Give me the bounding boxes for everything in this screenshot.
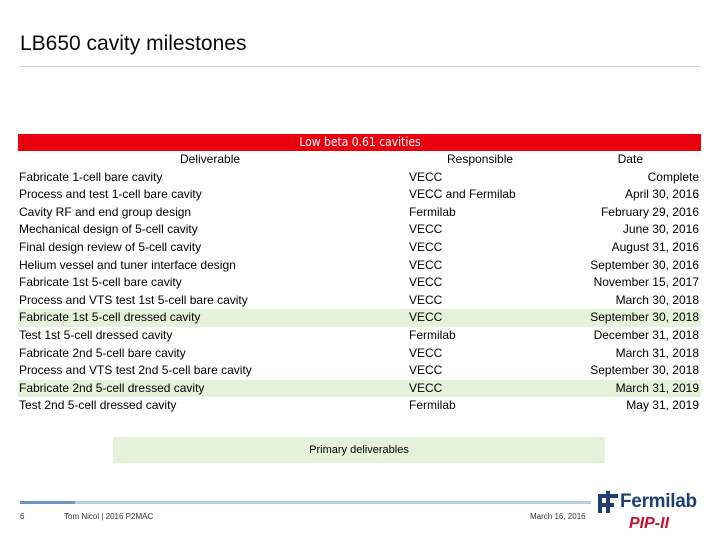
cell-deliverable: Cavity RF and end group design: [19, 204, 192, 219]
table-band: [18, 134, 701, 151]
header-date: Date: [617, 152, 643, 166]
cell-responsible: VECC: [409, 257, 443, 272]
cell-responsible: Fermilab: [409, 204, 456, 219]
cell-responsible: Fermilab: [409, 327, 456, 342]
cell-responsible: VECC: [409, 239, 443, 254]
cell-date: September 30, 2018: [590, 363, 699, 378]
cell-responsible: Fermilab: [409, 398, 456, 413]
cell-deliverable: Test 1st 5-cell dressed cavity: [19, 327, 173, 342]
page-number: 6: [20, 512, 25, 521]
cell-date: March 31, 2019: [615, 380, 699, 395]
table-row: Process and VTS test 2nd 5-cell bare cav…: [18, 362, 701, 380]
presenter-credit: Tom Nicol | 2016 P2MAC: [64, 512, 154, 521]
table-row: Mechanical design of 5-cell cavity VECC Ju…: [18, 221, 701, 239]
header-responsible: Responsible: [447, 152, 514, 166]
cell-responsible: VECC: [409, 292, 443, 307]
footer-divider: [20, 501, 591, 504]
cell-responsible: VECC: [409, 345, 443, 360]
cell-deliverable: Test 2nd 5-cell dressed cavity: [19, 398, 177, 413]
cell-responsible: VECC: [409, 380, 443, 395]
logo-wordmark: Fermilab: [620, 491, 697, 512]
cell-date: September 30, 2016: [590, 257, 699, 272]
cell-date: December 31, 2018: [593, 327, 699, 342]
milestone-table: Deliverable Responsible Date Fabricate 1…: [18, 151, 701, 415]
cell-date: November 15, 2017: [593, 275, 699, 290]
fermilab-logo-icon: [598, 491, 618, 513]
cell-deliverable: Fabricate 2nd 5-cell bare cavity: [19, 345, 186, 360]
cell-deliverable: Process and VTS test 2nd 5-cell bare cav…: [19, 363, 252, 378]
footer-accent-bar: [20, 501, 75, 504]
table-row: Fabricate 1st 5-cell dressed cavity VECC S…: [18, 309, 701, 327]
program-mark: PIP-II: [629, 515, 670, 532]
cell-deliverable: Final design review of 5-cell cavity: [19, 239, 202, 254]
cell-date: June 30, 2016: [622, 222, 699, 237]
cell-deliverable: Fabricate 1-cell bare cavity: [19, 169, 163, 184]
fermilab-logo: Fermilab: [598, 490, 708, 514]
cell-deliverable: Fabricate 1st 5-cell bare cavity: [19, 275, 182, 290]
legend-label: Primary deliverables: [309, 444, 409, 456]
cell-date: March 30, 2018: [615, 292, 699, 307]
cell-date: March 31, 2018: [615, 345, 699, 360]
cell-deliverable: Fabricate 1st 5-cell dressed cavity: [19, 310, 201, 325]
cell-deliverable: Process and VTS test 1st 5-cell bare cav…: [19, 292, 248, 307]
title-divider: [20, 66, 700, 67]
cell-deliverable: Helium vessel and tuner interface design: [19, 257, 236, 272]
cell-date: August 31, 2016: [611, 239, 699, 254]
cell-responsible: VECC: [409, 169, 443, 184]
slide-title: LB650 cavity milestones: [20, 32, 247, 55]
table-row: Test 1st 5-cell dressed cavity Fermilab De…: [18, 327, 701, 345]
cell-responsible: VECC: [409, 310, 443, 325]
table-row: Fabricate 1st 5-cell bare cavity VECC Nove…: [18, 274, 701, 292]
table-row: Fabricate 2nd 5-cell dressed cavity VECC M…: [18, 379, 701, 398]
cell-responsible: VECC and Fermilab: [409, 187, 516, 202]
table-row: Fabricate 2nd 5-cell bare cavity VECC Marc…: [18, 345, 701, 363]
table-band-title: Low beta 0.61 cavities: [299, 135, 421, 149]
cell-deliverable: Process and test 1-cell bare cavity: [19, 187, 202, 202]
cell-responsible: VECC: [409, 275, 443, 290]
table-row: Process and test 1-cell bare cavity VECC …: [18, 186, 701, 204]
table-row: Cavity RF and end group design Fermilab Fe…: [18, 204, 701, 222]
table-row: Process and VTS test 1st 5-cell bare cav…: [18, 292, 701, 310]
cell-date: Complete: [647, 169, 699, 184]
table-row: Fabricate 1-cell bare cavity VECC Complete: [18, 169, 701, 187]
footer-date: March 16, 2016: [530, 512, 586, 521]
cell-deliverable: Fabricate 2nd 5-cell dressed cavity: [19, 380, 205, 395]
table-row: Final design review of 5-cell cavity VECC…: [18, 239, 701, 257]
legend-swatch: [113, 437, 605, 463]
table-body: Fabricate 1-cell bare cavity VECC Complete…: [18, 169, 701, 415]
table-header-row: Deliverable Responsible Date: [18, 151, 701, 169]
header-deliverable: Deliverable: [180, 152, 241, 166]
cell-date: May 31, 2019: [626, 398, 699, 413]
table-row: Helium vessel and tuner interface design…: [18, 257, 701, 275]
cell-responsible: VECC: [409, 222, 443, 237]
cell-deliverable: Mechanical design of 5-cell cavity: [19, 222, 198, 237]
cell-date: April 30, 2016: [624, 187, 699, 202]
cell-responsible: VECC: [409, 363, 443, 378]
cell-date: September 30, 2018: [590, 310, 699, 325]
cell-date: February 29, 2016: [600, 204, 699, 219]
table-row: Test 2nd 5-cell dressed cavity Fermilab Ma…: [18, 397, 701, 415]
